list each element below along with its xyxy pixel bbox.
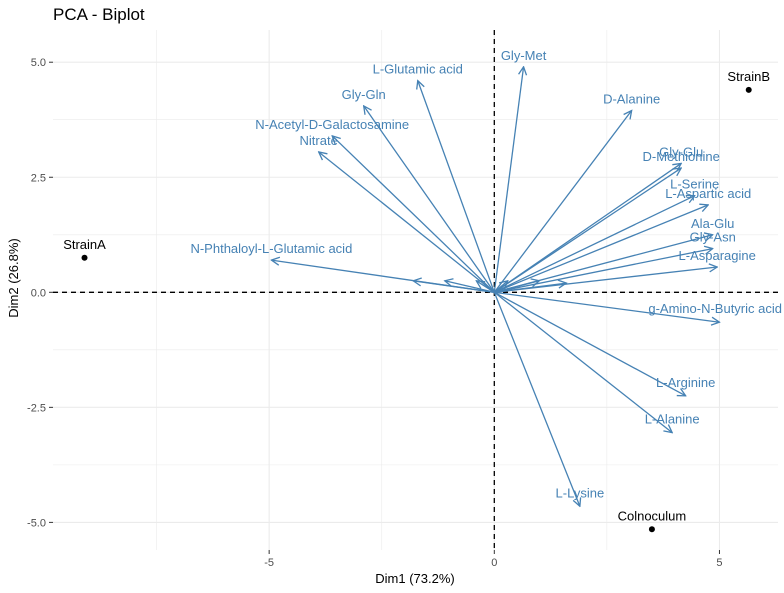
variable-arrow [494,267,717,293]
variable-label: Ala-Glu [691,216,734,231]
variable-label: Gly-Asn [690,230,736,245]
y-tick-label: 2.5 [31,172,46,184]
variable-label: D-Methionine [643,149,720,164]
y-tick-label: -5.0 [27,517,46,529]
variable-arrow [332,136,495,293]
individual-point [745,86,752,93]
variable-label: L-Aspartic acid [665,186,751,201]
variable-arrow [493,291,672,432]
variable-label: L-Serine [670,177,719,192]
variable-label: N-Acetyl-D-Galactosamine [255,117,409,132]
individual-point [81,254,88,261]
variable-label: L-Lysine [556,485,605,500]
variable-arrow [494,249,712,293]
variable-label: L-Arginine [656,375,715,390]
variable-label: L-Glutamic acid [373,62,463,77]
variable-arrow [493,291,685,396]
variable-arrow [364,106,495,293]
individual-label: StrainB [727,69,770,84]
individual-points: StrainA StrainB Colnoculum [63,69,770,533]
y-tick-label: 0.0 [31,287,46,299]
variable-label: Gly-Glu [659,144,703,159]
variable-label: Gly-Gln [342,87,386,102]
reference-lines [53,30,778,550]
y-tick-label: 5.0 [31,57,46,69]
y-axis-title: Dim2 (26.8%) [6,238,21,317]
variable-arrow [445,281,495,293]
variable-arrow [494,196,694,293]
individual-point [648,526,655,533]
individual-label: StrainA [63,237,106,252]
variable-label: g-Amino-N-Butyric acid [648,301,782,316]
variable-label: D-Alanine [603,92,660,107]
variable-arrow [493,111,631,293]
y-tick-label: -2.5 [27,402,46,414]
variable-label: L-Alanine [645,412,700,427]
individual-label: Colnoculum [618,508,687,523]
chart-title: PCA - Biplot [53,5,145,24]
variable-label: Gly-Met [501,48,547,63]
variable-arrow [494,291,719,322]
x-tick-label: 5 [716,557,722,569]
variable-arrow [493,292,580,506]
variable-label: N-Phthaloyl-L-Glutamic acid [190,241,352,256]
grid [53,30,778,550]
variable-arrow [319,152,495,293]
variable-arrows [271,67,719,506]
tick-labels: -5 0 5 -5.0 -2.5 0.0 2.5 5.0 [27,57,722,569]
x-tick-label: 0 [491,557,497,569]
variable-arrow [493,67,523,293]
variable-arrow [271,260,495,293]
x-axis-title: Dim1 (73.2%) [375,571,454,586]
variable-labels: Gly-Met L-Glutamic acid Gly-Gln N-Acetyl-D-… [190,48,782,500]
variable-arrow [493,168,681,293]
variable-label: Nitrate [300,133,338,148]
variable-arrow [494,235,712,293]
variable-label: L-Asparagine [679,248,756,263]
x-tick-label: -5 [264,557,274,569]
variable-arrow [494,205,708,293]
variable-arrow [418,81,495,293]
